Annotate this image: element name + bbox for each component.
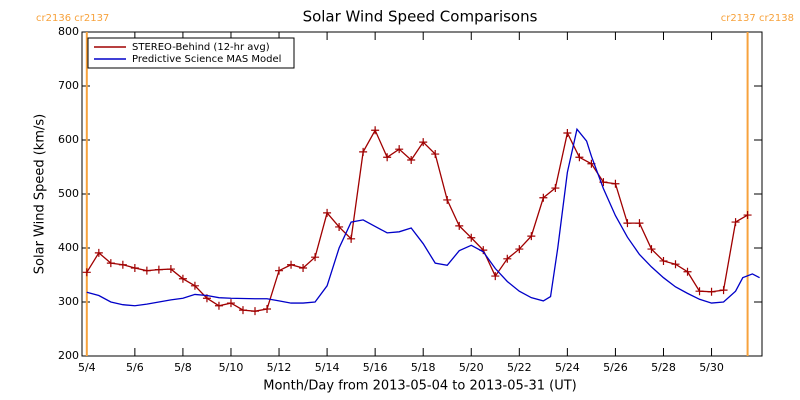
- data-point: [659, 256, 668, 265]
- data-point: [575, 153, 584, 162]
- data-point: [106, 259, 115, 268]
- data-point: [238, 306, 247, 315]
- data-point: [647, 245, 656, 254]
- data-point: [154, 265, 163, 274]
- carrington-label: cr2136 cr2137: [36, 13, 109, 24]
- x-tick-label: 5/6: [126, 361, 144, 374]
- data-point: [383, 153, 392, 162]
- y-tick-label: 600: [58, 133, 79, 146]
- data-point: [731, 218, 740, 227]
- data-point: [371, 126, 380, 135]
- y-tick-label: 800: [58, 25, 79, 38]
- x-tick-label: 5/30: [699, 361, 724, 374]
- x-tick-label: 5/20: [459, 361, 484, 374]
- data-point: [611, 179, 620, 188]
- data-point: [455, 221, 464, 230]
- x-tick-label: 5/16: [363, 361, 388, 374]
- data-point: [695, 287, 704, 296]
- data-point: [671, 260, 680, 269]
- data-point: [467, 233, 476, 242]
- data-point: [719, 286, 728, 295]
- data-point: [166, 265, 175, 274]
- data-point: [82, 268, 91, 277]
- data-point: [635, 219, 644, 228]
- data-point: [623, 219, 632, 228]
- y-tick-label: 700: [58, 79, 79, 92]
- y-tick-label: 500: [58, 187, 79, 200]
- data-point: [299, 263, 308, 272]
- data-point: [503, 254, 512, 263]
- series-line: [86, 127, 760, 307]
- x-tick-label: 5/4: [78, 361, 96, 374]
- y-tick-label: 400: [58, 241, 79, 254]
- x-tick-label: 5/28: [651, 361, 676, 374]
- data-point: [407, 155, 416, 164]
- data-point: [275, 266, 284, 275]
- data-point: [527, 232, 536, 241]
- data-point: [539, 193, 548, 202]
- data-point: [491, 272, 500, 281]
- data-point: [443, 195, 452, 204]
- x-tick-label: 5/26: [603, 361, 628, 374]
- plot-frame: [81, 31, 763, 357]
- series-line: [86, 128, 748, 312]
- data-point: [287, 260, 296, 269]
- chart-title: Solar Wind Speed Comparisons: [303, 8, 538, 26]
- data-point: [419, 138, 428, 147]
- data-point: [563, 128, 572, 137]
- x-tick-label: 5/12: [267, 361, 292, 374]
- x-tick-label: 5/14: [315, 361, 340, 374]
- x-tick-label: 5/22: [507, 361, 532, 374]
- x-tick-label: 5/10: [219, 361, 244, 374]
- data-point: [335, 222, 344, 231]
- legend-box: [87, 37, 295, 69]
- data-point: [263, 305, 272, 314]
- x-axis-label: Month/Day from 2013-05-04 to 2013-05-31 …: [263, 379, 576, 394]
- data-point: [707, 287, 716, 296]
- data-point: [178, 274, 187, 283]
- legend-label: STEREO-Behind (12-hr avg): [132, 42, 270, 53]
- data-point: [743, 211, 752, 220]
- data-point: [323, 208, 332, 217]
- data-point: [551, 184, 560, 193]
- data-point: [347, 234, 356, 243]
- y-axis-label: Solar Wind Speed (km/s): [33, 114, 48, 274]
- data-point: [190, 281, 199, 290]
- y-tick-label: 200: [58, 349, 79, 362]
- data-point: [515, 245, 524, 254]
- legend-label: Predictive Science MAS Model: [132, 54, 281, 65]
- data-point: [130, 263, 139, 272]
- x-tick-label: 5/8: [174, 361, 192, 374]
- data-point: [395, 145, 404, 154]
- data-point: [683, 267, 692, 276]
- y-tick-label: 300: [58, 295, 79, 308]
- data-point: [214, 301, 223, 310]
- x-tick-label: 5/18: [411, 361, 436, 374]
- data-point: [251, 307, 260, 316]
- carrington-label: cr2137 cr2138: [721, 13, 794, 24]
- data-point: [431, 150, 440, 159]
- data-point: [226, 299, 235, 308]
- data-point: [311, 253, 320, 262]
- data-point: [118, 260, 127, 269]
- data-point: [142, 266, 151, 275]
- data-point: [94, 248, 103, 257]
- data-point: [359, 147, 368, 156]
- x-tick-label: 5/24: [555, 361, 580, 374]
